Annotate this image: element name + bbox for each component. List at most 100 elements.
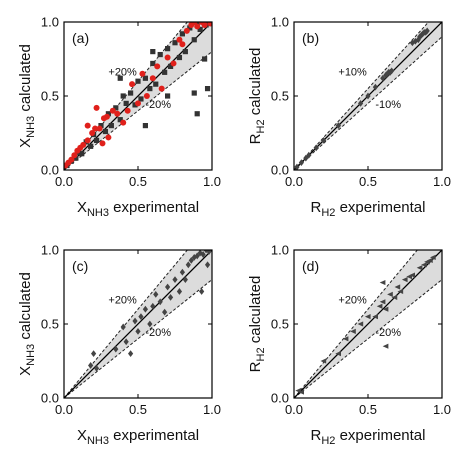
label-subscript: H2: [321, 435, 335, 447]
data-point: [96, 125, 103, 132]
plot-area: [294, 22, 442, 170]
data-point: [394, 284, 401, 290]
label-main: R: [311, 199, 322, 216]
y-tick-label: 1.0: [41, 243, 59, 258]
data-point: [188, 256, 194, 264]
data-point: [172, 40, 178, 46]
data-point: [321, 137, 327, 144]
lower-band-label: -20%: [375, 327, 401, 339]
data-point: [138, 313, 144, 320]
label-main: X: [77, 199, 87, 216]
data-point: [420, 30, 426, 38]
upper-band-label: +20%: [338, 294, 367, 306]
y-tick-label: 0.0: [41, 163, 59, 178]
data-point: [397, 288, 404, 295]
x-tick-label: 1.0: [433, 402, 451, 417]
data-point: [88, 143, 94, 149]
data-point: [92, 125, 99, 132]
data-point: [335, 351, 341, 357]
label-suffix: experimental: [335, 427, 425, 444]
y-tick-label: 0.0: [271, 391, 289, 406]
label-main: X: [17, 366, 34, 376]
data-point: [204, 261, 211, 269]
data-point: [172, 276, 178, 283]
label-main: X: [17, 138, 34, 148]
x-tick-label: 0.5: [129, 402, 147, 417]
data-point: [149, 75, 156, 82]
upper-bound-line: [294, 22, 430, 170]
data-point: [199, 288, 205, 295]
data-point: [194, 23, 201, 30]
data-point: [162, 308, 168, 316]
data-point: [114, 110, 121, 117]
data-point: [294, 163, 300, 170]
data-point: [197, 26, 203, 32]
data-point: [176, 36, 183, 43]
data-point: [117, 117, 123, 123]
label-subscript: NH3: [87, 435, 109, 447]
data-point: [183, 27, 190, 34]
data-point: [167, 63, 174, 69]
data-point: [150, 60, 156, 67]
data-point: [128, 90, 134, 96]
data-point: [79, 151, 85, 157]
data-point: [143, 93, 150, 99]
data-point: [68, 156, 75, 163]
data-point: [167, 293, 174, 301]
data-point: [416, 265, 423, 271]
x-tick-label: 0.0: [285, 174, 303, 189]
x-tick-label: 0.0: [285, 402, 303, 417]
chart-panel-c: 0.00.00.50.51.01.0(c)+20%-20%XNH3 experi…: [17, 243, 221, 448]
y-tick-label: 0.0: [271, 163, 289, 178]
data-point: [206, 250, 212, 255]
upper-bound-line: [294, 250, 418, 398]
data-point: [379, 299, 386, 305]
data-point: [421, 262, 427, 268]
data-point: [382, 343, 389, 349]
data-point: [187, 25, 193, 31]
label-main: R: [247, 133, 264, 144]
data-point: [424, 27, 430, 35]
data-point: [194, 111, 200, 117]
data-point: [417, 33, 423, 41]
data-point: [176, 54, 183, 61]
y-tick-label: 0.5: [41, 89, 59, 104]
data-point: [182, 276, 188, 283]
data-point: [165, 46, 171, 52]
label-main: R: [247, 361, 264, 372]
data-point: [384, 70, 390, 78]
upper-bound-line: [64, 250, 188, 398]
data-point: [182, 49, 188, 55]
data-point: [150, 49, 156, 55]
data-point: [150, 302, 156, 310]
x-axis-label: XNH3 experimental: [77, 199, 199, 219]
data-point: [135, 78, 141, 84]
data-point: [372, 83, 378, 91]
data-point: [135, 100, 141, 107]
lower-bound-line: [294, 279, 442, 398]
data-point: [423, 28, 429, 36]
data-point: [204, 86, 211, 92]
label-subscript: NH3: [25, 344, 37, 366]
data-point: [364, 314, 371, 320]
data-point: [93, 365, 100, 372]
data-point: [409, 272, 415, 278]
y-axis-label: RH2 calculated: [247, 48, 267, 145]
label-suffix: experimental: [109, 427, 199, 444]
plot-area: [294, 250, 442, 398]
panel-label: (c): [72, 258, 88, 274]
data-point: [207, 22, 212, 27]
upper-band-label: +20%: [108, 294, 137, 306]
chart-panel-a: 0.00.00.50.51.01.0(a)+20%-20%XNH3 experi…: [17, 15, 221, 220]
data-point: [380, 74, 386, 82]
x-tick-label: 0.0: [55, 174, 73, 189]
plot-area: [64, 250, 212, 398]
data-point: [202, 56, 208, 62]
data-point: [129, 81, 136, 88]
data-point: [120, 93, 126, 99]
data-point: [164, 54, 171, 61]
lower-bound-line: [64, 51, 212, 170]
data-point: [401, 277, 408, 283]
data-point: [358, 100, 364, 107]
y-tick-label: 0.5: [41, 317, 59, 332]
